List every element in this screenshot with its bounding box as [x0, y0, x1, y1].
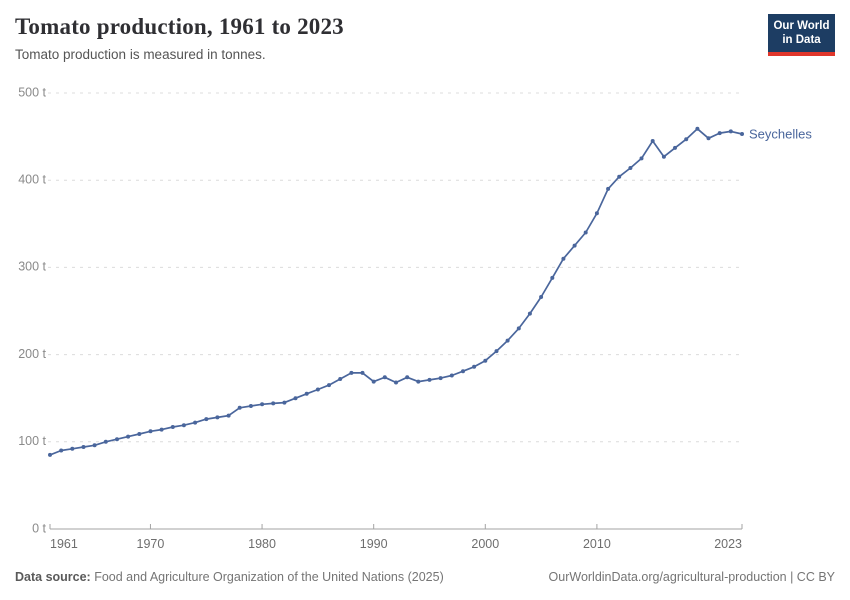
data-point — [527, 311, 532, 316]
data-point — [405, 375, 410, 380]
chart-subtitle: Tomato production is measured in tonnes. — [15, 47, 266, 62]
footer-attribution: OurWorldinData.org/agricultural-producti… — [548, 570, 835, 584]
entity-label: Seychelles — [749, 126, 812, 141]
data-point — [673, 145, 677, 150]
data-point — [483, 358, 488, 363]
data-point — [226, 413, 231, 418]
data-point — [494, 349, 499, 354]
data-point — [115, 437, 119, 442]
y-tick-label: 100 t — [18, 434, 46, 448]
data-point — [271, 401, 276, 406]
data-point — [516, 326, 521, 331]
data-point — [260, 402, 265, 407]
data-point — [215, 415, 220, 420]
data-point — [650, 139, 655, 143]
data-point — [561, 256, 566, 261]
data-point — [706, 136, 711, 141]
data-point — [427, 377, 432, 382]
data-point — [126, 434, 131, 439]
series-line — [49, 127, 743, 456]
data-point — [293, 396, 298, 401]
data-point — [661, 154, 666, 159]
data-point — [617, 174, 622, 179]
data-point — [349, 370, 354, 375]
owid-logo: Our World in Data — [768, 14, 835, 56]
data-point — [137, 432, 142, 436]
data-point — [204, 417, 209, 422]
x-tick-label: 2000 — [471, 537, 499, 551]
data-source: Data source: Food and Agriculture Organi… — [15, 570, 444, 584]
data-point — [92, 443, 97, 448]
data-point — [594, 211, 599, 216]
data-point — [103, 439, 108, 444]
data-point — [81, 445, 86, 449]
data-point — [717, 131, 722, 136]
x-tick-label: 1980 — [248, 537, 276, 551]
y-tick-label: 300 t — [18, 260, 46, 274]
data-point — [48, 452, 52, 457]
data-point — [461, 369, 465, 374]
data-point — [728, 129, 733, 134]
data-point — [371, 379, 376, 384]
chart-header: Tomato production, 1961 to 2023 Tomato p… — [15, 14, 344, 62]
data-point — [327, 383, 331, 388]
y-gridlines: 0 t 100 t 200 t 300 t 400 t 500 t — [18, 85, 742, 535]
data-point — [695, 126, 700, 131]
data-point — [159, 427, 164, 432]
logo-line-2: in Data — [782, 34, 821, 47]
y-tick-label: 200 t — [18, 347, 46, 361]
x-tick-label: 1990 — [360, 537, 388, 551]
x-tick-label: 1970 — [137, 537, 165, 551]
data-point — [193, 420, 198, 425]
data-point — [505, 338, 510, 343]
data-source-text: Food and Agriculture Organization of the… — [94, 570, 444, 584]
data-point — [394, 380, 398, 385]
y-tick-label: 0 t — [32, 521, 46, 535]
data-point — [170, 425, 175, 429]
data-point — [304, 391, 309, 396]
y-tick-label: 400 t — [18, 172, 46, 186]
data-point — [382, 375, 387, 380]
y-tick-label: 500 t — [18, 85, 46, 99]
data-point — [449, 373, 454, 378]
data-source-label: Data source: — [15, 570, 91, 584]
page-title: Tomato production, 1961 to 2023 — [15, 14, 344, 39]
data-point — [550, 275, 555, 280]
data-point — [740, 132, 744, 136]
data-point — [572, 243, 577, 248]
logo-line-1: Our World — [773, 20, 830, 32]
data-point — [315, 387, 320, 392]
data-point — [70, 446, 75, 451]
data-point — [639, 156, 644, 161]
x-tick-label: 2010 — [583, 537, 611, 551]
data-point — [416, 379, 421, 384]
data-point — [282, 400, 287, 405]
data-point — [583, 230, 588, 235]
data-point — [606, 186, 611, 191]
data-point — [148, 429, 153, 434]
data-point — [181, 423, 186, 428]
data-point — [472, 364, 477, 369]
x-axis: 1961 1970 1980 1990 2000 2010 2023 — [49, 524, 743, 551]
x-tick-label: 2023 — [714, 537, 742, 551]
series-seychelles: Seychelles — [48, 126, 812, 457]
data-point — [684, 137, 689, 142]
x-tick-label: 1961 — [50, 537, 78, 551]
data-point — [237, 405, 242, 410]
data-point — [539, 295, 544, 299]
data-point — [248, 404, 253, 408]
data-point — [338, 377, 343, 381]
data-point — [59, 448, 64, 453]
data-point — [438, 376, 443, 381]
chart-footer: Data source: Food and Agriculture Organi… — [15, 570, 835, 584]
data-point — [628, 166, 633, 170]
data-point — [360, 370, 365, 375]
